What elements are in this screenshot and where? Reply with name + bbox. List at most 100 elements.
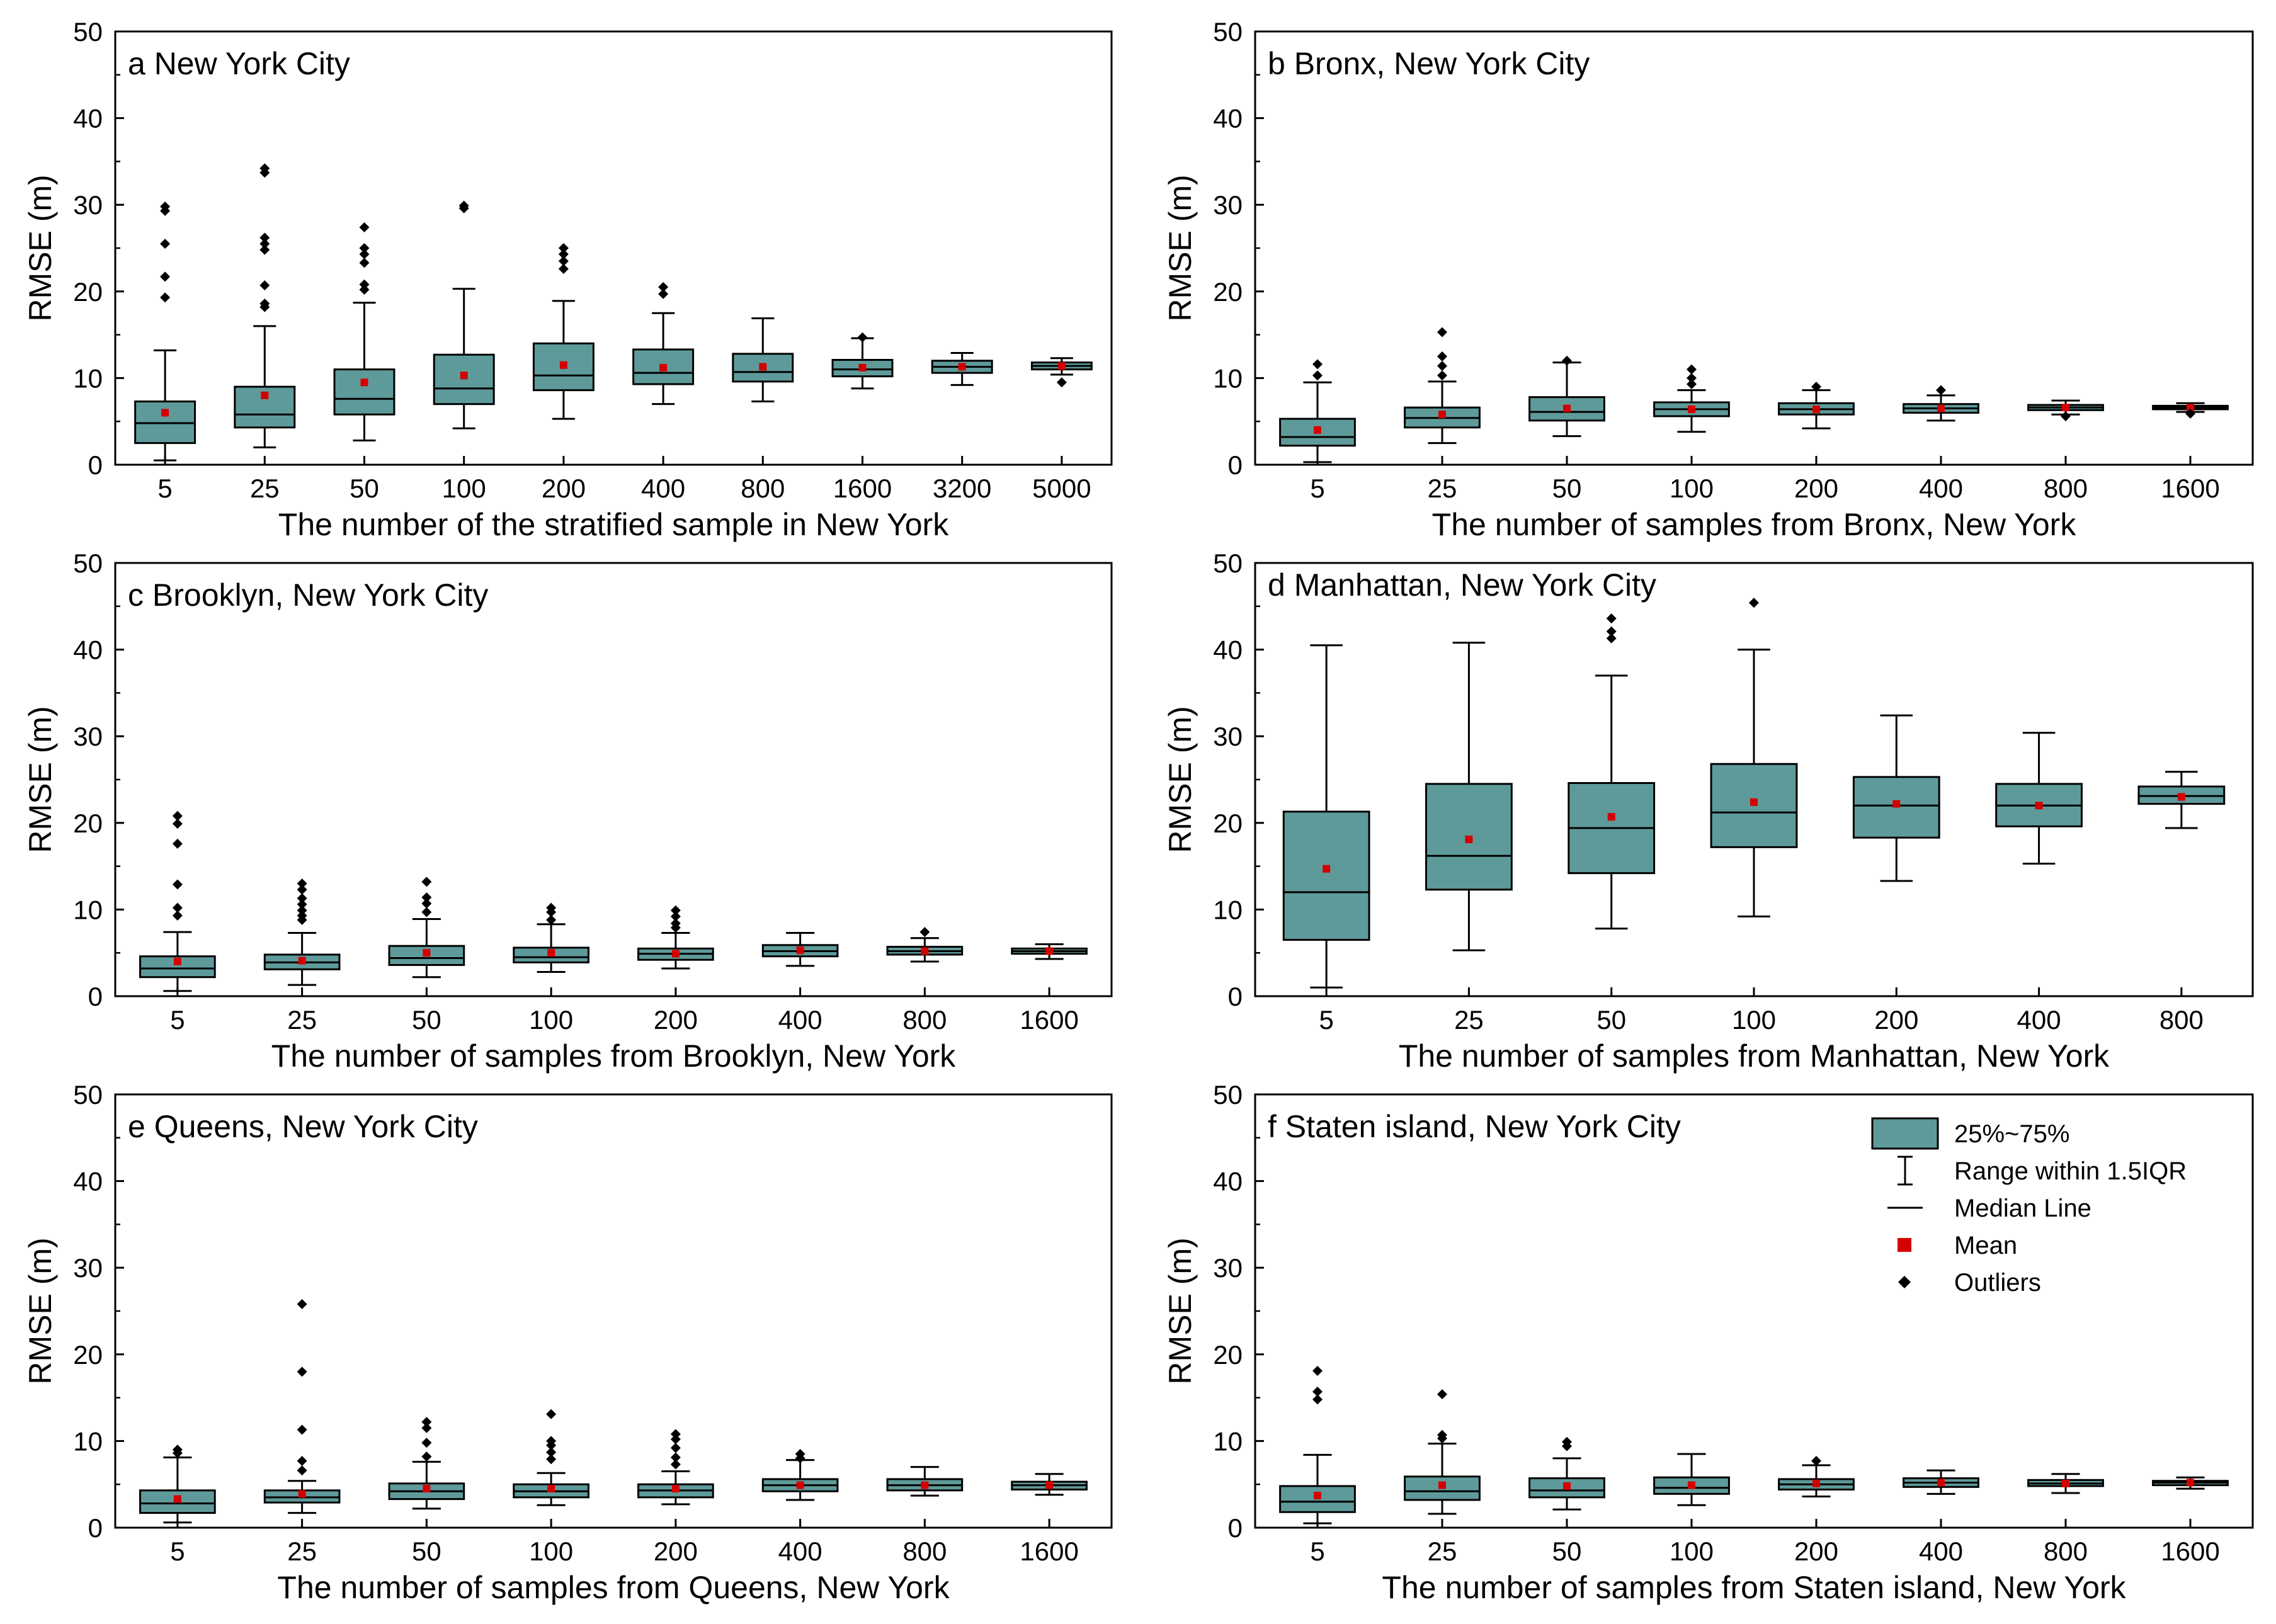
outlier-point (1811, 382, 1821, 392)
x-tick-label: 25 (1428, 1536, 1457, 1566)
outlier-point (1312, 370, 1323, 381)
mean-marker (1563, 1482, 1571, 1490)
mean-marker (1937, 404, 1945, 412)
x-tick-label: 50 (412, 1536, 441, 1566)
box-group-400 (1903, 385, 1979, 422)
legend-item: Median Line (1887, 1195, 2091, 1222)
box-group-25 (1404, 1389, 1481, 1515)
box-group-100 (1653, 1453, 1730, 1506)
legend-item: 25%~75% (1871, 1117, 2069, 1150)
x-tick-label: 400 (2017, 1005, 2061, 1035)
y-tick-label: 10 (73, 895, 103, 924)
iqr-box (732, 353, 794, 383)
box-group-25 (1425, 642, 1513, 951)
panel-title: a New York City (128, 46, 350, 81)
x-tick-label: 1600 (1020, 1536, 1078, 1566)
outlier-point (1936, 385, 1946, 395)
iqr-box (831, 359, 894, 378)
y-tick-label: 30 (1213, 722, 1243, 751)
outlier-point (297, 899, 307, 910)
panel-title: f Staten island, New York City (1268, 1109, 1681, 1144)
plot-frame (114, 562, 1113, 997)
mean-marker (1607, 813, 1615, 821)
outlier-point (259, 239, 270, 249)
box-group-800 (2027, 399, 2104, 421)
outlier-point (546, 902, 557, 913)
x-tick-label: 25 (250, 474, 280, 503)
outlier-point (172, 1445, 183, 1455)
mean-marker (460, 372, 468, 380)
x-tick-label: 800 (2159, 1005, 2204, 1035)
mean-marker (671, 1485, 680, 1493)
box-group-5 (139, 810, 216, 992)
panel-a: 0 10 20 30 40 50 5 25 50 100 200 400 800 1600 3200 5000… (23, 17, 1113, 542)
x-axis-title: The number of samples from Manhattan, Ne… (1399, 1038, 2110, 1074)
outlier-point (297, 1465, 307, 1476)
outlier-point (259, 163, 270, 174)
x-tick-label: 50 (412, 1005, 441, 1035)
outlier-point (1437, 351, 1447, 361)
outlier-point (259, 244, 270, 255)
panel-b: 0 10 20 30 40 50 5 25 50 100 200 400 800 1600 The numb… (1163, 17, 2254, 542)
legend: 25%~75% Range within 1.5IQR Median Line Mea… (1871, 1117, 2187, 1297)
outlier-point (1437, 361, 1447, 372)
x-tick-label: 800 (741, 474, 785, 503)
outlier-point (297, 893, 307, 904)
x-axis-title: The number of the stratified sample in N… (278, 507, 949, 542)
mean-marker (1057, 362, 1066, 370)
outlier-point (297, 878, 307, 889)
outlier-point (160, 292, 171, 303)
box-icon (1871, 1117, 1939, 1150)
mean-marker (1465, 835, 1473, 843)
outlier-point (421, 907, 432, 917)
y-tick-label: 40 (1213, 1167, 1243, 1196)
box-group-400 (761, 932, 839, 967)
outlier-point (670, 1459, 681, 1470)
x-tick-label: 200 (1794, 474, 1838, 503)
outlier-point (297, 1298, 307, 1309)
iqr-box (433, 353, 495, 406)
outlier-point (1811, 1456, 1821, 1467)
mean-marker (161, 409, 169, 417)
iqr-box (333, 368, 395, 416)
y-tick-label: 0 (88, 982, 103, 1011)
outlier-point (160, 239, 171, 249)
y-tick-label: 0 (88, 450, 103, 480)
box-group-800 (732, 317, 794, 403)
mean-marker (958, 363, 966, 371)
outlier-point (1687, 373, 1697, 383)
mean-marker (2187, 1479, 2194, 1487)
box-group-25 (1404, 327, 1481, 445)
legend-item: Mean (1898, 1232, 2017, 1259)
outlier-point (1687, 364, 1697, 375)
y-tick-label: 30 (73, 722, 103, 751)
mean-marker (1688, 1481, 1695, 1489)
y-tick-label: 20 (1213, 277, 1243, 307)
outlier-point (1312, 1386, 1323, 1397)
x-tick-label: 200 (1794, 1536, 1838, 1566)
outlier-point (558, 243, 569, 253)
mean-marker (547, 949, 555, 957)
mean-marker (298, 957, 306, 965)
outlier-point (1606, 626, 1617, 637)
iqr-box (1282, 810, 1370, 941)
x-tick-label: 800 (2044, 1536, 2088, 1566)
x-tick-label: 1600 (2161, 1536, 2219, 1566)
outlier-point (1437, 370, 1447, 381)
outlier-point (1687, 379, 1697, 390)
box-group-1600 (1011, 943, 1088, 960)
x-tick-label: 200 (654, 1005, 698, 1035)
x-tick-label: 25 (287, 1005, 317, 1035)
mean-marker (671, 950, 680, 958)
outlier-point (359, 279, 370, 290)
outlier-point (359, 243, 370, 253)
iqr-box (139, 1489, 216, 1514)
mean-marker (360, 378, 368, 387)
outlier-point (546, 914, 557, 925)
y-tick-label: 20 (73, 1340, 103, 1370)
mean-marker (547, 1485, 555, 1493)
box-group-400 (632, 281, 695, 406)
mean-marker (858, 363, 867, 372)
